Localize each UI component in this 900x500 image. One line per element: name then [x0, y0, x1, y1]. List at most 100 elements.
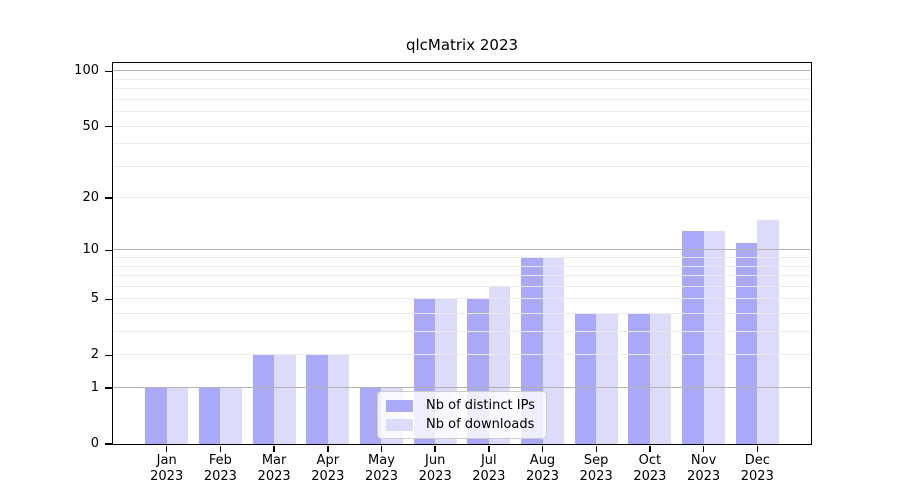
x-tick-month: Dec: [744, 453, 770, 468]
x-tick-year: 2023: [687, 469, 721, 484]
gridline-minor: [113, 197, 811, 199]
x-tick: [649, 445, 651, 452]
gridline-minor: [113, 313, 811, 314]
gridline-minor: [113, 98, 811, 100]
bar-distinct-ips-mar: [252, 355, 275, 444]
x-tick-year: 2023: [311, 469, 345, 484]
x-tick-label: Nov 2023: [669, 453, 739, 485]
bar-distinct-ips-may: [359, 388, 382, 444]
bar-downloads-jan: [166, 388, 189, 444]
gridline-minor: [113, 125, 811, 127]
y-tick-label: 5: [90, 291, 99, 307]
x-tick-month: Nov: [690, 453, 717, 468]
x-tick-label: Feb 2023: [185, 453, 255, 485]
gridline-minor: [113, 257, 811, 259]
bar-distinct-ips-jan: [145, 388, 167, 444]
x-tick-label: Sep 2023: [561, 453, 631, 485]
x-tick: [595, 445, 597, 452]
y-tick-label: 2: [90, 347, 99, 363]
y-tick: [104, 70, 112, 73]
x-tick-year: 2023: [525, 469, 560, 484]
gridline-minor: [113, 285, 811, 287]
x-tick-label: Jun 2023: [400, 453, 470, 485]
y-tick-label: 0: [90, 436, 99, 451]
legend-label: Nb of distinct IPs: [426, 398, 535, 413]
x-tick-month: Oct: [638, 453, 662, 468]
legend-swatch-downloads: [386, 418, 413, 431]
x-tick-label: Apr 2023: [293, 453, 363, 485]
bar-downloads-oct: [649, 314, 672, 444]
gridline-minor: [113, 143, 811, 145]
bar-downloads-nov: [703, 230, 726, 444]
x-tick-label: Jul 2023: [454, 453, 524, 485]
gridline-minor: [113, 165, 811, 167]
x-tick-month: Feb: [208, 453, 232, 468]
y-tick: [104, 298, 112, 301]
gridline-minor: [113, 331, 811, 333]
x-tick: [434, 445, 436, 452]
x-tick: [165, 445, 168, 452]
x-tick-year: 2023: [740, 469, 774, 484]
y-tick: [104, 443, 112, 445]
x-tick: [327, 445, 329, 452]
y-tick-label: 100: [74, 63, 99, 79]
legend-item: Nb of distinct IPs: [386, 396, 538, 415]
legend: Nb of distinct IPs Nb of downloads: [377, 391, 547, 439]
y-tick-label: 10: [82, 242, 99, 258]
bar-distinct-ips-sep: [574, 314, 597, 444]
x-tick: [756, 445, 759, 452]
x-tick-label: Aug 2023: [508, 453, 578, 485]
y-tick: [104, 354, 112, 356]
gridline-minor: [113, 354, 811, 356]
x-tick-year: 2023: [150, 469, 184, 484]
x-tick: [702, 445, 705, 452]
chart-title: qlcMatrix 2023: [405, 36, 519, 54]
y-tick-label: 1: [90, 380, 99, 395]
bar-distinct-ips-dec: [735, 243, 758, 444]
bar-downloads-sep: [596, 314, 618, 444]
x-tick-label: Jan 2023: [132, 453, 202, 485]
x-tick-month: Jan: [156, 453, 177, 468]
x-tick-month: Jul: [480, 453, 497, 468]
y-tick: [104, 387, 112, 389]
gridline-minor: [113, 275, 811, 277]
legend-label: Nb of downloads: [426, 417, 535, 432]
x-tick-label: Dec 2023: [722, 453, 792, 485]
bar-downloads-aug: [542, 258, 565, 444]
x-tick: [380, 445, 383, 452]
x-tick-month: Sep: [583, 453, 609, 468]
x-tick: [273, 445, 275, 452]
legend-swatch-distinct-ips: [386, 399, 413, 412]
x-tick: [219, 445, 222, 452]
gridline-minor: [113, 111, 811, 113]
bar-distinct-ips-nov: [682, 230, 704, 444]
x-tick-label: Mar 2023: [239, 453, 309, 485]
gridline-minor: [113, 298, 811, 300]
bar-downloads-mar: [274, 355, 296, 444]
bar-distinct-ips-apr: [306, 355, 328, 444]
y-tick: [104, 125, 112, 128]
y-tick: [104, 249, 112, 252]
x-tick-year: 2023: [257, 469, 291, 484]
x-tick-month: Apr: [316, 453, 340, 468]
x-tick-month: Aug: [529, 453, 556, 468]
x-tick-month: May: [368, 453, 395, 468]
x-tick-label: Oct 2023: [615, 453, 685, 485]
x-tick: [541, 445, 544, 452]
bar-distinct-ips-feb: [198, 388, 221, 444]
x-tick-year: 2023: [579, 469, 613, 484]
gridline-major: [113, 249, 811, 251]
x-tick-year: 2023: [203, 469, 237, 484]
gridline-minor: [113, 78, 811, 80]
gridline-major: [113, 387, 811, 388]
x-tick-year: 2023: [418, 469, 452, 484]
x-tick: [488, 445, 490, 452]
bar-downloads-feb: [220, 388, 242, 444]
x-tick-month: Jun: [425, 453, 446, 468]
gridline-major: [113, 70, 811, 72]
y-tick-label: 20: [82, 190, 99, 206]
x-tick-year: 2023: [472, 469, 506, 484]
x-tick-year: 2023: [364, 469, 399, 484]
x-tick-year: 2023: [633, 469, 667, 484]
